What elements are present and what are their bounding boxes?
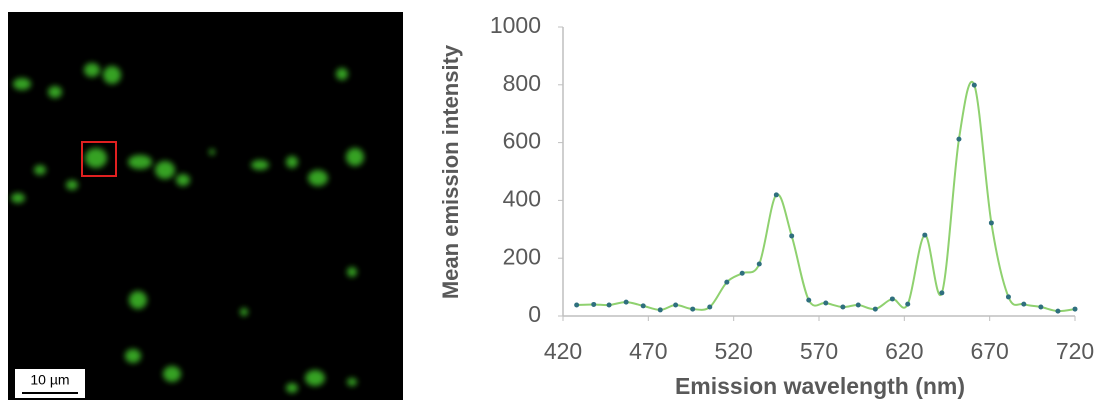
x-tick-label: 470 — [629, 338, 667, 364]
point — [840, 304, 846, 310]
x-tick-label: 620 — [885, 338, 923, 364]
y-tick-label: 1000 — [490, 12, 541, 38]
point — [690, 306, 696, 312]
y-tick-label: 600 — [503, 128, 541, 154]
point — [657, 307, 663, 313]
x-tick-label: 570 — [800, 338, 838, 364]
y-tick-label: 800 — [503, 70, 541, 96]
y-tick-label: 200 — [503, 243, 541, 269]
point — [574, 302, 580, 308]
point — [756, 261, 762, 267]
point — [806, 297, 812, 303]
point — [1038, 304, 1044, 310]
point — [922, 232, 928, 238]
point — [1021, 301, 1027, 307]
x-tick-label: 670 — [970, 338, 1008, 364]
point — [956, 136, 962, 142]
x-tick-label: 520 — [714, 338, 752, 364]
point — [707, 304, 713, 310]
point — [1005, 294, 1011, 300]
y-tick-label: 400 — [503, 185, 541, 211]
point — [789, 233, 795, 239]
y-axis-title: Mean emission intensity — [438, 44, 463, 299]
x-axis-title: Emission wavelength (nm) — [675, 373, 965, 399]
point — [872, 306, 878, 312]
point — [591, 301, 597, 307]
point — [971, 82, 977, 88]
point — [724, 279, 730, 285]
point — [739, 270, 745, 276]
y-tick-label: 0 — [528, 301, 541, 327]
point — [939, 290, 945, 296]
point — [905, 301, 911, 307]
point — [606, 302, 612, 308]
point — [640, 303, 646, 309]
point — [773, 192, 779, 198]
point — [823, 300, 829, 306]
line — [576, 81, 1076, 313]
micrograph: 10 µm — [8, 12, 403, 400]
point — [673, 302, 679, 308]
point — [1055, 308, 1061, 314]
scale-bar-label: 10 µm — [30, 372, 69, 388]
point — [889, 296, 895, 302]
point — [855, 302, 861, 308]
x-tick-label: 720 — [1056, 338, 1094, 364]
point — [623, 299, 629, 305]
chart: Emission wavelength (nm) Mean emission i… — [438, 12, 1094, 399]
point — [988, 220, 994, 226]
x-tick-label: 420 — [544, 338, 582, 364]
point — [1072, 306, 1078, 312]
